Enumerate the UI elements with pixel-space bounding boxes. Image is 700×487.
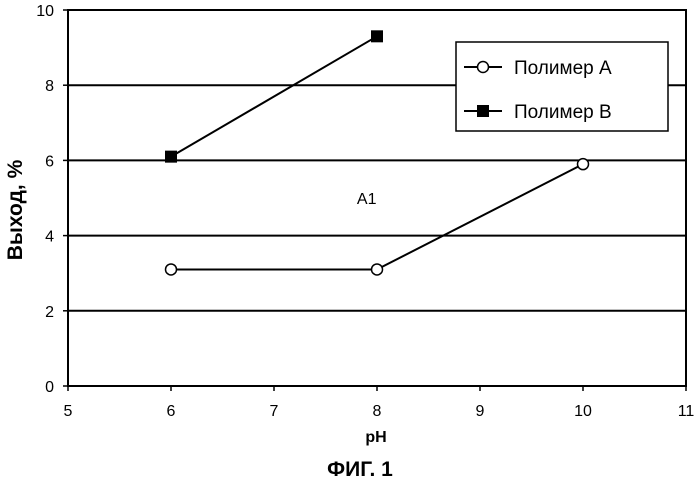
data-point-series-a: [578, 159, 589, 170]
annotation-label: A1: [357, 191, 377, 208]
data-point-series-a: [166, 264, 177, 275]
y-tick-label: 2: [45, 304, 54, 321]
y-tick-label: 8: [45, 78, 54, 95]
x-tick-label: 8: [373, 403, 382, 420]
figure-caption: ФИГ. 1: [327, 458, 393, 481]
legend-label-series-b: Полимер В: [514, 102, 612, 123]
data-point-series-b: [371, 30, 383, 42]
x-tick-label: 6: [167, 403, 176, 420]
y-tick-label: 0: [45, 379, 54, 396]
legend-label-series-a: Полимер А: [514, 58, 612, 79]
x-tick-label: 11: [678, 403, 695, 420]
y-tick-label: 4: [45, 229, 54, 246]
chart: 0 2 4 6 8 10 5 6 7 8 9 10 11 Выход, % pH A1 ФИГ. 1 П…: [0, 0, 700, 487]
legend-marker-series-b: [477, 105, 489, 117]
x-tick-label: 10: [574, 403, 592, 420]
y-tick-label: 10: [36, 3, 54, 20]
x-tick-label: 5: [64, 403, 73, 420]
legend: Полимер А Полимер В: [456, 42, 668, 131]
legend-marker-series-a: [478, 62, 489, 73]
x-tick-label: 7: [270, 403, 279, 420]
x-tick-label: 9: [476, 403, 485, 420]
y-tick-label: 6: [45, 153, 54, 170]
x-axis-title: pH: [365, 429, 386, 446]
series-line-b: [171, 36, 377, 156]
y-axis-title: Выход, %: [4, 159, 27, 260]
data-point-series-b: [165, 151, 177, 163]
data-point-series-a: [372, 264, 383, 275]
series-line-a: [171, 164, 583, 269]
